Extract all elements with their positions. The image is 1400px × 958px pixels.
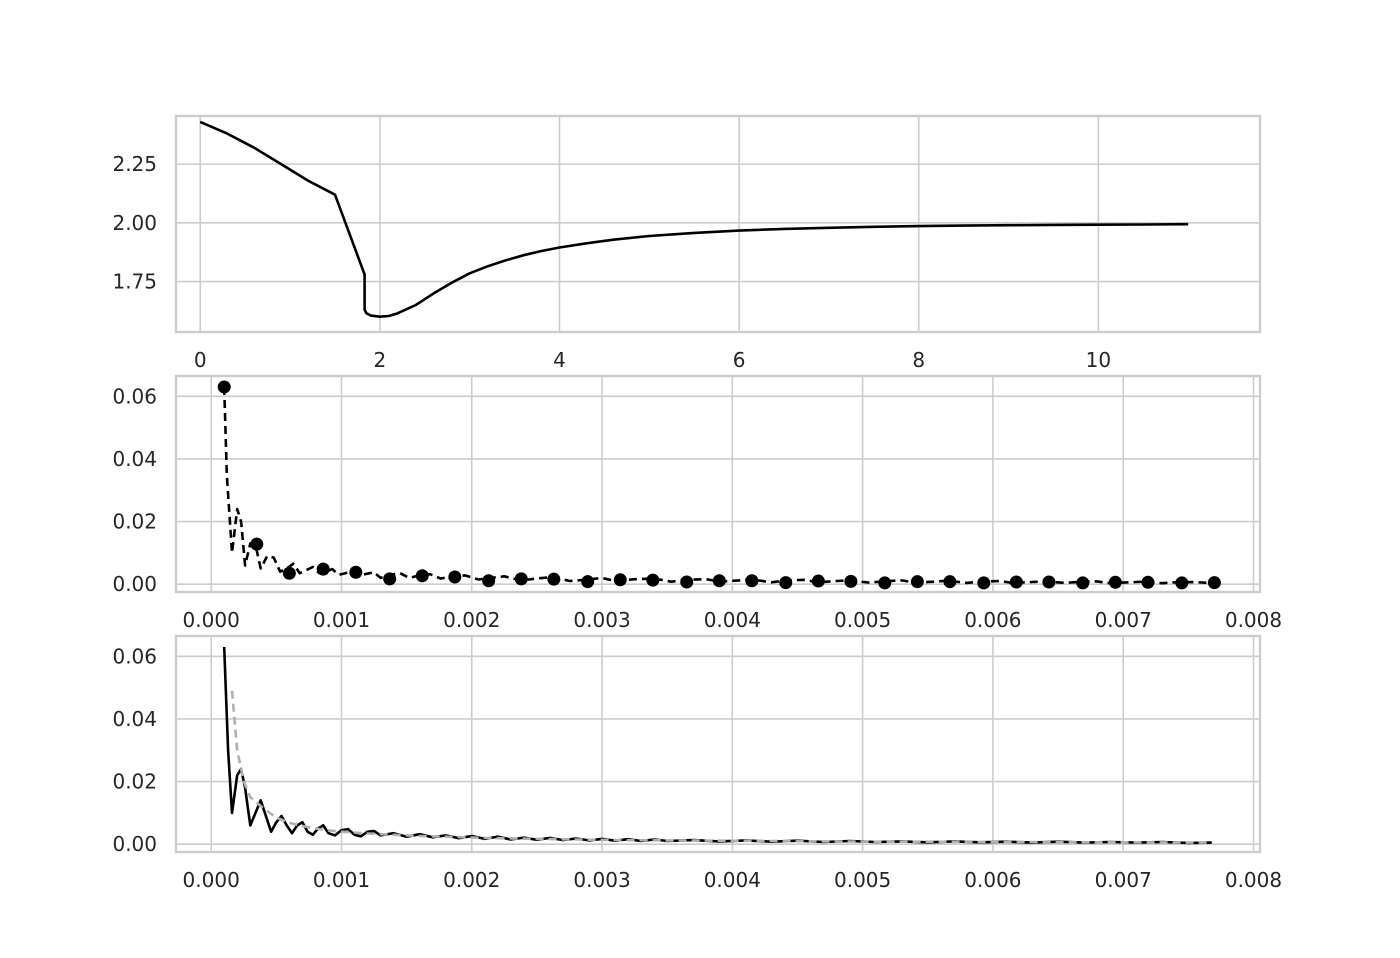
data-point [316,562,330,576]
data-point [1076,576,1090,590]
x-tick-label: 10 [1086,348,1111,372]
data-point [844,574,858,588]
data-point [646,573,660,587]
x-tick-label: 0.006 [964,868,1021,892]
y-tick-label: 0.06 [112,644,157,668]
data-point [349,565,363,579]
y-tick-label: 2.25 [112,152,157,176]
x-tick-label: 0.007 [1095,608,1152,632]
y-tick-label: 0.02 [112,770,157,794]
x-tick-label: 0.008 [1225,868,1282,892]
axes-frame [174,114,1262,334]
data-point [712,574,726,588]
series-line-2 [230,690,1212,844]
x-tick-label: 0.006 [964,608,1021,632]
data-point [878,576,892,590]
y-tick-label: 1.75 [112,270,157,294]
data-point [415,569,429,583]
x-tick-label: 6 [733,348,746,372]
x-tick-label: 0.000 [183,868,240,892]
x-tick-label: 0.004 [704,608,761,632]
series-line-1 [199,120,1189,319]
x-tick-label: 0.003 [573,608,630,632]
series-line-1 [222,646,1212,845]
x-tick-label: 2 [374,348,387,372]
data-point [383,572,397,586]
data-point [482,574,496,588]
data-point [779,576,793,590]
data-point [910,575,924,589]
data-point [613,573,627,587]
data-point [1141,575,1155,589]
data-point [1009,575,1023,589]
x-tick-label: 0.004 [704,868,761,892]
data-point [943,575,957,589]
data-point [448,570,462,584]
x-tick-label: 0.005 [834,608,891,632]
y-tick-label: 2.00 [112,211,157,235]
y-tick-label: 0.00 [112,572,157,596]
x-tick-label: 0.001 [313,868,370,892]
data-point [581,575,595,589]
y-tick-label: 0.00 [112,832,157,856]
x-tick-label: 0.001 [313,608,370,632]
y-tick-label: 0.04 [112,447,157,471]
x-tick-label: 8 [912,348,925,372]
subplot-3: 0.000 0.001 0.002 0.003 0.004 0.005 0.006 0.007… [112,634,1282,892]
y-tick-label: 0.06 [112,384,157,408]
data-point [1207,576,1221,590]
data-point [217,380,231,394]
axes-frame [174,634,1262,854]
series-line-1 [222,386,1212,585]
x-tick-label: 0.008 [1225,608,1282,632]
x-tick-label: 0.002 [443,608,500,632]
subplot-2: 0.000 0.001 0.002 0.003 0.004 0.005 0.006 0.007… [112,374,1282,632]
data-point [547,572,561,586]
data-point [680,575,694,589]
x-tick-label: 0.007 [1095,868,1152,892]
y-tick-label: 0.04 [112,707,157,731]
x-tick-label: 0.000 [183,608,240,632]
data-point [1175,576,1189,590]
subplot-1: 0 2 4 6 8 10 1.75 2.00 2.25 [112,114,1262,372]
data-point [282,566,296,580]
x-tick-label: 0.003 [573,868,630,892]
data-point [514,572,528,586]
data-point [250,537,264,551]
x-tick-label: 4 [553,348,566,372]
axes-frame [174,374,1262,594]
data-point [1042,575,1056,589]
data-point [977,576,991,590]
x-tick-label: 0 [194,348,207,372]
x-tick-label: 0.002 [443,868,500,892]
data-point [811,574,825,588]
y-tick-label: 0.02 [112,510,157,534]
data-point [745,574,759,588]
x-tick-label: 0.005 [834,868,891,892]
data-point [1108,575,1122,589]
